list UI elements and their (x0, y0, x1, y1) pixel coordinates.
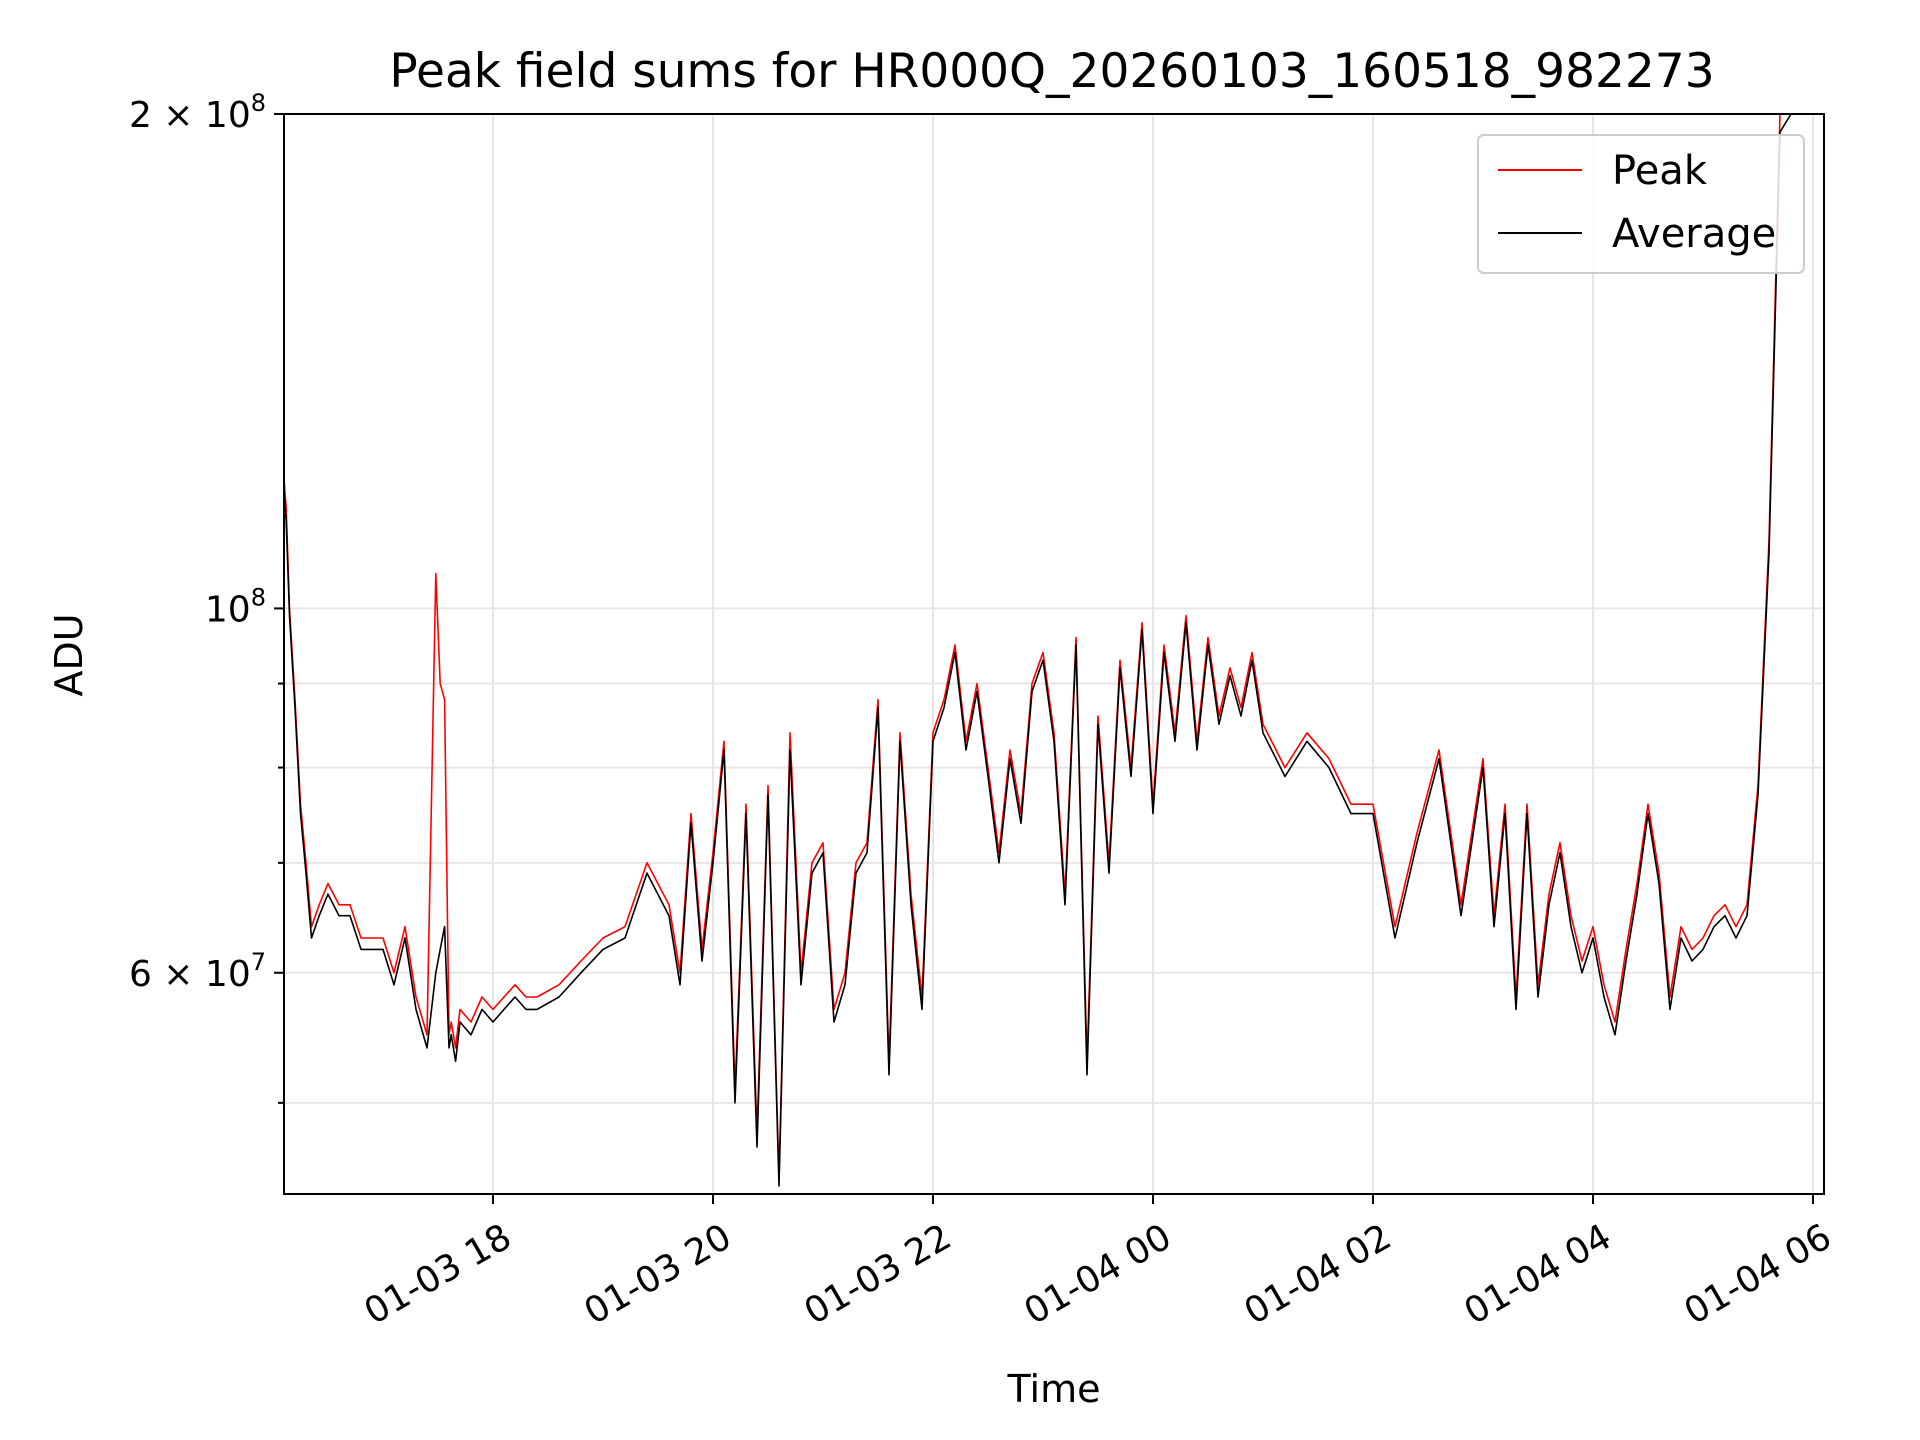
y-tick-label: 2 × 108 (129, 89, 266, 136)
plot-frame (283, 113, 1825, 1195)
y-axis-label: ADU (47, 613, 91, 696)
y-tick-label: 6 × 107 (129, 948, 266, 995)
x-axis-label: Time (1007, 1367, 1101, 1411)
y-tick-label-base: 2 × 10 (129, 95, 251, 136)
y-tick-label-exponent: 8 (251, 583, 266, 611)
y-tick-label-exponent: 8 (251, 89, 266, 117)
y-tick-label-base: 10 (205, 589, 251, 630)
chart-title: Peak field sums for HR000Q_20260103_1605… (389, 44, 1714, 99)
y-tick-label: 108 (205, 583, 266, 630)
series-line-peak (283, 113, 1791, 1179)
y-tick-label-base: 6 × 10 (129, 954, 251, 995)
y-tick-label-exponent: 7 (251, 948, 266, 976)
legend: Peak Average (1477, 134, 1805, 274)
legend-peak-label: Peak (1612, 148, 1708, 194)
series-line-average (283, 113, 1792, 1187)
legend-average-label: Average (1612, 211, 1776, 257)
series-lines (283, 113, 1792, 1187)
